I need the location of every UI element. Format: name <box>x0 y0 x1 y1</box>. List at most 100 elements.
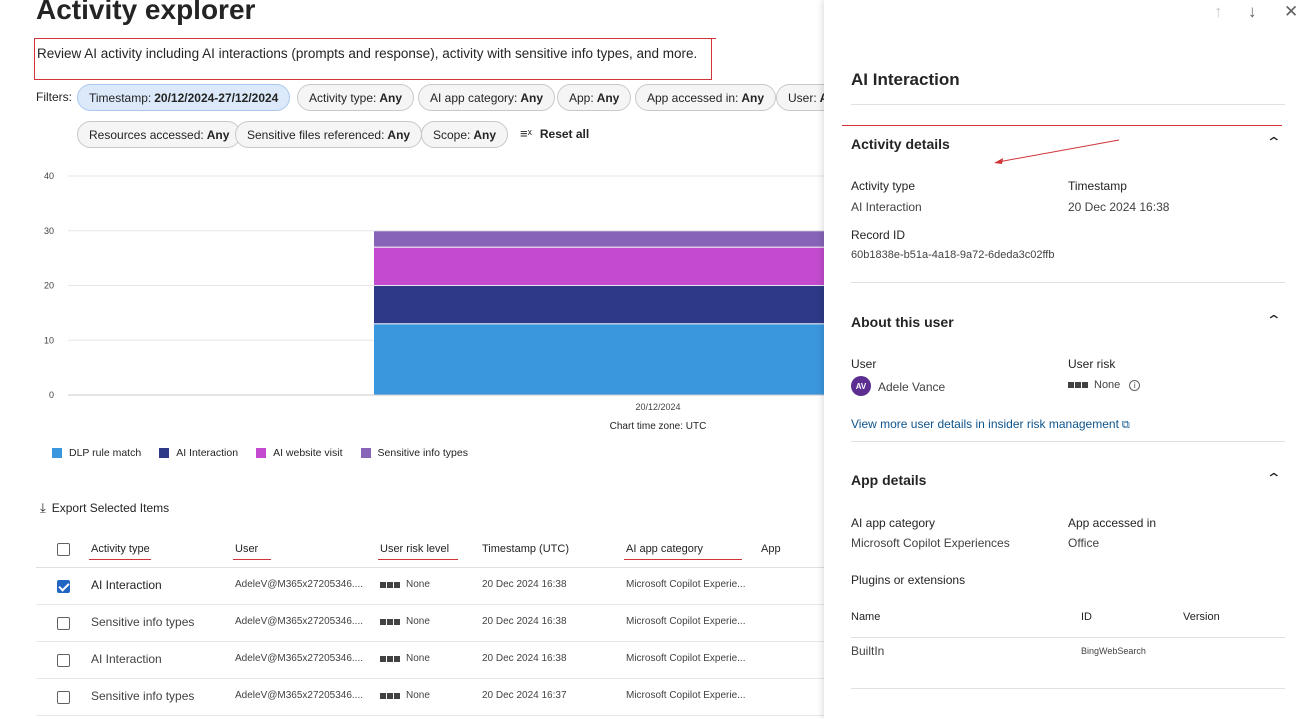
filter-value: Any <box>596 90 620 105</box>
user-risk-value: None i <box>1068 379 1141 391</box>
record-id-label: Record ID <box>851 228 906 242</box>
filter-value: Any <box>741 90 765 105</box>
cell-timestamp: 20 Dec 2024 16:38 <box>482 616 567 627</box>
row-checkbox[interactable] <box>57 617 70 630</box>
filter-value: Any <box>520 90 544 105</box>
plugin-col-version: Version <box>1183 611 1220 623</box>
cell-user: AdeleV@M365x27205346.... <box>235 690 364 701</box>
column-label: User <box>235 543 259 555</box>
column-label: Activity type <box>91 543 150 555</box>
chevron-up-icon[interactable]: ⌃ <box>1265 312 1283 328</box>
column-user[interactable]: User <box>233 543 271 560</box>
legend-swatch <box>256 448 267 458</box>
filter-chip-sensitive-files[interactable]: Sensitive files referenced: Any <box>235 121 423 148</box>
user-label: User <box>851 357 877 371</box>
risk-text: None <box>1094 379 1121 391</box>
filter-chip-app-accessed-in[interactable]: App accessed in: Any <box>635 84 777 111</box>
cell-category: Microsoft Copilot Experie... <box>626 579 746 590</box>
table-row[interactable]: Sensitive info types AdeleV@M365x2720534… <box>36 679 824 716</box>
legend-swatch <box>360 448 371 458</box>
cell-risk: None <box>380 616 430 627</box>
annotation-underline <box>624 559 742 560</box>
cell-category: Microsoft Copilot Experie... <box>626 690 746 701</box>
table-row[interactable]: AI Interaction AdeleV@M365x27205346.... … <box>36 568 824 605</box>
column-user-risk-level[interactable]: User risk level <box>378 543 458 560</box>
cell-activity: AI Interaction <box>91 652 162 666</box>
legend-label: AI Interaction <box>176 447 239 459</box>
user-risk-label: User risk <box>1068 357 1116 371</box>
filter-key: Scope: <box>433 127 471 142</box>
filter-key: App accessed in: <box>647 90 739 105</box>
bar-segment <box>374 231 824 247</box>
ai-app-category-value: Microsoft Copilot Experiences <box>851 536 1010 550</box>
chart-legend: DLP rule match AI Interaction AI website… <box>52 447 468 459</box>
ai-app-category-label: AI app category <box>851 516 936 530</box>
risk-bars-icon <box>380 581 400 588</box>
risk-value: None <box>406 616 430 627</box>
column-timestamp[interactable]: Timestamp (UTC) <box>482 543 569 555</box>
activity-type-label: Activity type <box>851 179 916 193</box>
filter-value: Any <box>473 127 497 142</box>
cell-timestamp: 20 Dec 2024 16:37 <box>482 690 567 701</box>
panel-title: AI Interaction <box>851 70 960 89</box>
column-activity-type[interactable]: Activity type <box>89 543 151 560</box>
y-tick-label: 30 <box>44 226 54 236</box>
reset-all-button[interactable]: ≡ˣ Reset all <box>520 126 589 141</box>
table-header: Activity type User User risk level Times… <box>36 534 824 568</box>
legend-item-sensitive-info[interactable]: Sensitive info types <box>360 447 468 459</box>
table-row[interactable]: Sensitive info types AdeleV@M365x2720534… <box>36 605 824 642</box>
filter-chip-activity-type[interactable]: Activity type: Any <box>297 84 415 111</box>
filter-chip-user[interactable]: User:A <box>776 84 824 111</box>
legend-label: DLP rule match <box>69 447 142 459</box>
y-tick-label: 20 <box>44 281 54 291</box>
legend-item-dlp[interactable]: DLP rule match <box>52 447 141 459</box>
filter-key: App: <box>569 90 594 105</box>
plugin-col-id: ID <box>1081 611 1092 623</box>
cell-risk: None <box>380 653 430 664</box>
info-icon[interactable]: i <box>1129 379 1141 391</box>
cell-user: AdeleV@M365x27205346.... <box>235 616 364 627</box>
previous-item-icon[interactable]: ↑ <box>1214 2 1223 21</box>
column-app[interactable]: App <box>761 543 781 555</box>
filter-chip-timestamp[interactable]: Timestamp: 20/12/2024-27/12/2024 <box>77 84 291 111</box>
filter-value: 20/12/2024-27/12/2024 <box>154 90 279 105</box>
section-title-about-user: About this user <box>851 314 954 330</box>
legend-swatch <box>159 448 170 458</box>
annotation-line <box>842 125 1282 126</box>
activity-explorer-main: Activity explorer Review AI activity inc… <box>0 0 824 719</box>
filter-chip-scope[interactable]: Scope: Any <box>421 121 509 148</box>
chevron-up-icon[interactable]: ⌃ <box>1265 134 1283 150</box>
column-ai-app-category[interactable]: AI app category <box>624 543 742 560</box>
filter-chip-resources-accessed[interactable]: Resources accessed: Any <box>77 121 242 148</box>
filter-clear-icon: ≡ˣ <box>520 126 532 141</box>
legend-item-ai-website-visit[interactable]: AI website visit <box>256 447 343 459</box>
row-checkbox[interactable] <box>57 654 70 667</box>
filter-chip-app[interactable]: App: Any <box>557 84 632 111</box>
risk-value: None <box>406 579 430 590</box>
activity-chart: 0 10 20 30 40 20/12/2024 Chart time zone: UTC <box>30 166 824 446</box>
column-label: User risk level <box>380 543 450 555</box>
close-icon[interactable]: ✕ <box>1284 2 1299 21</box>
row-checkbox[interactable] <box>57 580 70 593</box>
insider-risk-link[interactable]: View more user details in insider risk m… <box>851 417 1130 432</box>
export-selected-button[interactable]: ⤓ Export Selected Items <box>40 500 169 516</box>
chevron-up-icon[interactable]: ⌃ <box>1265 470 1283 486</box>
cell-user: AdeleV@M365x27205346.... <box>235 579 364 590</box>
select-all-checkbox[interactable] <box>57 543 70 556</box>
risk-bars-icon <box>380 655 400 662</box>
legend-label: Sensitive info types <box>377 447 468 459</box>
annotation-underline <box>89 559 151 560</box>
annotation-box <box>34 38 712 80</box>
legend-item-ai-interaction[interactable]: AI Interaction <box>159 447 238 459</box>
link-text: View more user details in insider risk m… <box>851 417 1119 431</box>
divider <box>851 441 1285 442</box>
divider <box>851 104 1285 105</box>
table-row[interactable]: AI Interaction AdeleV@M365x27205346.... … <box>36 642 824 679</box>
legend-label: AI website visit <box>273 447 343 459</box>
filter-chip-ai-app-category[interactable]: AI app category: Any <box>418 84 556 111</box>
row-checkbox[interactable] <box>57 691 70 704</box>
next-item-icon[interactable]: ↓ <box>1248 2 1257 21</box>
filter-key: AI app category: <box>430 90 518 105</box>
page-title: Activity explorer <box>36 0 256 25</box>
filter-key: User: <box>788 90 817 105</box>
